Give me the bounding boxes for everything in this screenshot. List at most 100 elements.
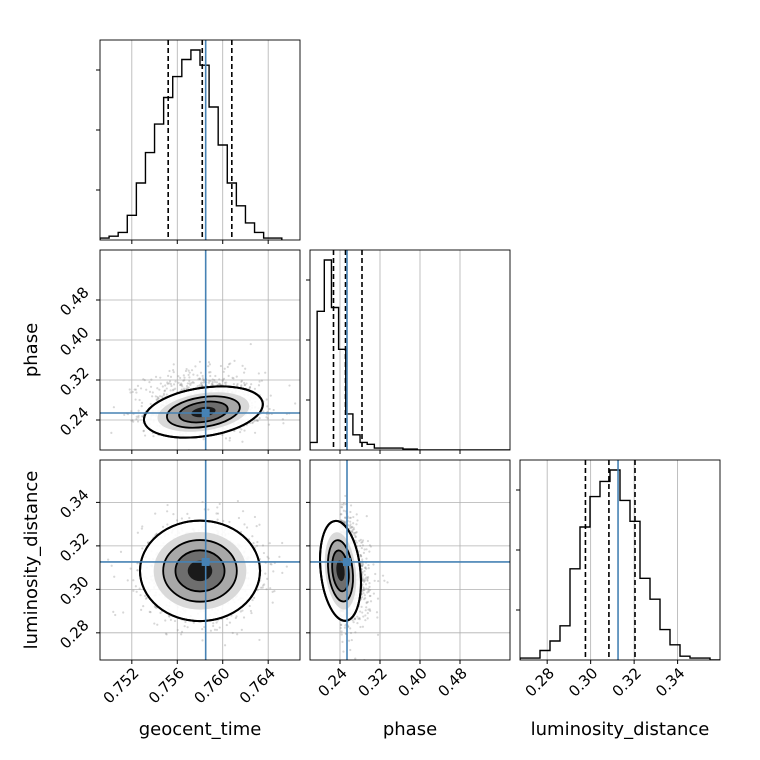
sample-point	[366, 579, 369, 582]
truth-marker	[201, 409, 210, 417]
sample-point	[185, 384, 189, 388]
sample-point	[166, 374, 170, 377]
sample-point	[361, 558, 364, 561]
sample-point	[135, 415, 138, 418]
sample-point	[211, 380, 214, 384]
sample-point	[209, 374, 212, 378]
sample-point	[218, 626, 221, 629]
sample-point	[361, 544, 365, 547]
sample-point	[249, 342, 252, 346]
y-label-luminosity-distance: luminosity_distance	[21, 471, 42, 650]
sample-point	[342, 502, 345, 505]
sample-point	[262, 551, 266, 555]
sample-point	[352, 621, 355, 624]
sample-point	[235, 375, 238, 378]
sample-point	[172, 371, 175, 374]
sample-point	[166, 503, 169, 507]
sample-point	[365, 514, 368, 518]
sample-point	[361, 564, 364, 568]
sample-point	[258, 638, 261, 642]
sample-point	[240, 428, 243, 431]
sample-point	[173, 619, 177, 623]
sample-point	[360, 605, 363, 608]
sample-point	[132, 579, 135, 582]
sample-point	[164, 632, 168, 635]
sample-point	[201, 374, 204, 378]
sample-point	[188, 516, 191, 520]
sample-point	[137, 416, 140, 419]
sample-point	[352, 528, 356, 531]
sample-point	[251, 421, 254, 425]
sample-point	[344, 516, 347, 519]
sample-point	[357, 550, 360, 553]
sample-point	[210, 383, 214, 386]
sample-point	[267, 423, 271, 426]
sample-point	[175, 519, 179, 522]
sample-point	[171, 389, 174, 392]
sample-point	[225, 623, 228, 627]
sample-point	[248, 385, 252, 389]
sample-point	[353, 618, 356, 621]
sample-point	[148, 381, 151, 384]
sample-point	[257, 372, 260, 375]
sample-point	[271, 590, 274, 594]
sample-point	[223, 381, 227, 384]
sample-point	[258, 417, 261, 420]
sample-point	[167, 382, 171, 385]
sample-point	[363, 573, 366, 576]
sample-point	[253, 431, 257, 434]
sample-point	[281, 418, 284, 421]
sample-point	[285, 565, 288, 568]
sample-point	[181, 385, 184, 388]
sample-point	[278, 555, 281, 558]
panel-content	[310, 460, 510, 660]
sample-point	[369, 594, 372, 598]
sample-point	[221, 379, 224, 383]
sample-point	[179, 384, 182, 387]
sample-point	[198, 377, 201, 380]
sample-point	[363, 594, 366, 597]
sample-point	[159, 376, 162, 379]
sample-point	[354, 631, 357, 634]
panels: 0.28 0.30 0.32 0.340.240.320.400.480.752 0.7…	[56, 39, 721, 707]
sample-point	[240, 380, 243, 383]
sample-point	[243, 429, 246, 432]
sample-point	[237, 516, 241, 520]
sample-point	[156, 387, 159, 390]
sample-point	[225, 381, 228, 384]
sample-point	[243, 381, 246, 385]
panel-content	[100, 460, 300, 660]
sample-point	[114, 613, 117, 617]
sample-point	[364, 583, 368, 586]
sample-point	[168, 615, 171, 618]
sample-point	[137, 414, 140, 417]
sample-point	[272, 570, 275, 573]
sample-point	[288, 384, 291, 387]
sample-point	[141, 525, 144, 528]
sample-point	[367, 567, 370, 570]
sample-point	[361, 570, 364, 574]
sample-point	[227, 363, 231, 366]
sample-point	[375, 611, 379, 614]
sample-point	[136, 569, 139, 572]
sample-point	[243, 523, 246, 526]
sample-point	[349, 627, 352, 630]
sample-point	[368, 588, 372, 592]
density-contour-outer	[319, 519, 362, 622]
sample-point	[211, 383, 214, 387]
sample-point	[222, 519, 225, 523]
sample-point	[363, 578, 366, 582]
x-label-luminosity-distance: luminosity_distance	[531, 719, 710, 740]
sample-point	[199, 371, 203, 374]
sample-point	[339, 513, 342, 516]
sample-point	[182, 387, 186, 390]
sample-point	[361, 572, 364, 575]
sample-point	[270, 563, 273, 566]
sample-point	[239, 610, 242, 613]
sample-point	[132, 420, 135, 423]
sample-point	[119, 550, 123, 553]
sample-point	[273, 590, 276, 593]
sample-point	[184, 620, 187, 624]
sample-point	[294, 402, 297, 405]
